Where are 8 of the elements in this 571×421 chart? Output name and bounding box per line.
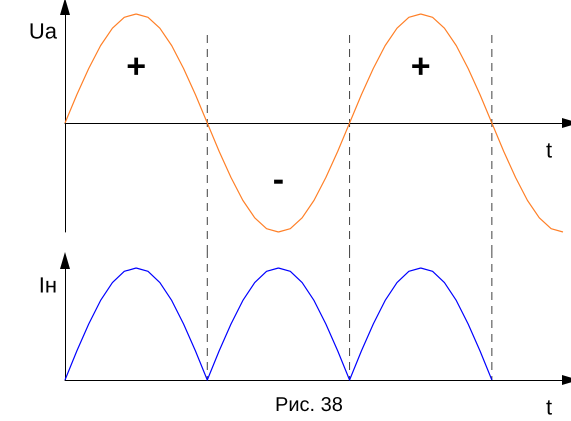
- y-axis-title: Ua: [28, 18, 58, 44]
- y-axis-title: Iн: [38, 272, 58, 298]
- x-axis-title: t: [546, 394, 552, 420]
- x-axis-title: t: [546, 138, 552, 162]
- annotation: +: [410, 47, 431, 86]
- text: Рис. 38: [275, 394, 343, 416]
- annotation: -: [272, 160, 284, 199]
- annotation: +: [126, 47, 146, 86]
